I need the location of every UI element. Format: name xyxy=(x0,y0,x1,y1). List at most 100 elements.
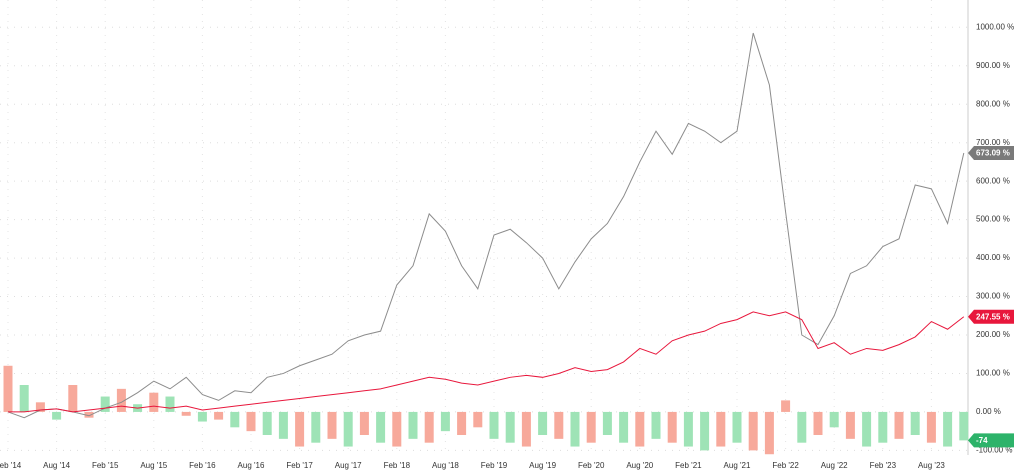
bar xyxy=(538,411,548,435)
y-tick-label: 500.00 % xyxy=(976,215,1010,224)
bar xyxy=(554,411,564,439)
bar xyxy=(408,411,418,439)
x-tick-label: Aug '23 xyxy=(918,461,945,470)
bar xyxy=(700,411,710,451)
value-flag xyxy=(968,146,1014,161)
bar xyxy=(52,411,62,420)
y-tick-label: 0.00 % xyxy=(976,407,1001,416)
y-tick-label: 800.00 % xyxy=(976,99,1010,108)
bar xyxy=(181,411,191,416)
bar xyxy=(230,411,240,428)
bar xyxy=(845,411,855,439)
y-tick-label: 700.00 % xyxy=(976,138,1010,147)
y-tick-label: 300.00 % xyxy=(976,292,1010,301)
bar xyxy=(959,411,969,441)
bar xyxy=(683,411,693,447)
bar xyxy=(748,411,758,451)
bar xyxy=(278,411,288,439)
value-label: 673.09 % xyxy=(976,149,1010,158)
bar xyxy=(619,411,629,443)
x-tick-label: Feb '21 xyxy=(675,461,702,470)
bar xyxy=(84,411,94,418)
bar xyxy=(894,411,904,439)
x-tick-label: Feb '15 xyxy=(92,461,119,470)
line xyxy=(8,311,965,413)
x-tick-label: Aug '22 xyxy=(821,461,848,470)
x-tick-label: Feb '16 xyxy=(189,461,216,470)
bar xyxy=(651,411,661,439)
bar xyxy=(716,411,726,447)
bar xyxy=(943,411,953,447)
bar xyxy=(214,411,224,420)
bar xyxy=(376,411,386,443)
bar xyxy=(246,411,256,432)
bar xyxy=(197,411,207,422)
value-label: -74 xyxy=(976,436,988,445)
line xyxy=(7,32,965,419)
bar xyxy=(781,400,791,412)
bar xyxy=(635,411,645,447)
bar xyxy=(878,411,888,443)
bar xyxy=(100,396,110,412)
y-tick-label: 600.00 % xyxy=(976,176,1010,185)
x-tick-label: Feb '23 xyxy=(870,461,897,470)
bar xyxy=(35,402,45,412)
bar xyxy=(311,411,321,443)
bar xyxy=(149,392,159,412)
bar xyxy=(68,385,78,412)
value-flag xyxy=(968,433,1014,448)
x-tick-label: Feb '22 xyxy=(772,461,799,470)
x-tick-label: Feb '20 xyxy=(578,461,605,470)
bar xyxy=(424,411,434,443)
x-tick-label: Aug '20 xyxy=(626,461,653,470)
bar xyxy=(862,411,872,447)
bar xyxy=(667,411,677,443)
x-tick-label: Aug '21 xyxy=(724,461,751,470)
bar xyxy=(116,388,126,412)
bar xyxy=(359,411,369,435)
x-tick-label: Aug '18 xyxy=(432,461,459,470)
x-tick-label: Aug '17 xyxy=(335,461,362,470)
x-tick-label: Feb '17 xyxy=(286,461,313,470)
bar xyxy=(3,365,13,412)
value-flag xyxy=(968,309,1014,324)
x-tick-label: Aug '19 xyxy=(529,461,556,470)
bar xyxy=(910,411,920,435)
bar xyxy=(457,411,467,435)
bar xyxy=(327,411,337,439)
x-tick-label: Aug '16 xyxy=(238,461,265,470)
bar xyxy=(343,411,353,447)
y-tick-label: 400.00 % xyxy=(976,253,1010,262)
value-label: 247.55 % xyxy=(976,312,1010,321)
y-tick-label: 100.00 % xyxy=(976,369,1010,378)
y-tick-label: 900.00 % xyxy=(976,61,1010,70)
y-tick-label: 200.00 % xyxy=(976,330,1010,339)
x-tick-label: Feb '19 xyxy=(481,461,508,470)
bar xyxy=(602,411,612,435)
bar xyxy=(570,411,580,447)
bar xyxy=(586,411,596,443)
bar xyxy=(732,411,742,443)
bar xyxy=(473,411,483,428)
bar xyxy=(392,411,402,447)
bar xyxy=(505,411,515,443)
bar xyxy=(262,411,272,435)
x-tick-label: Feb '14 xyxy=(0,461,22,470)
bar xyxy=(521,411,531,447)
bar xyxy=(829,411,839,428)
bar xyxy=(165,396,175,412)
y-tick-label: -100.00 % xyxy=(976,445,1012,454)
bar xyxy=(764,411,774,455)
bar xyxy=(295,411,305,447)
x-tick-label: Aug '15 xyxy=(140,461,167,470)
bar xyxy=(926,411,936,443)
bar xyxy=(797,411,807,443)
x-tick-label: Feb '18 xyxy=(384,461,411,470)
x-tick-label: Aug '14 xyxy=(43,461,70,470)
bar xyxy=(440,411,450,432)
y-tick-label: 1000.00 % xyxy=(976,22,1014,31)
bar xyxy=(19,385,29,412)
bar xyxy=(489,411,499,439)
bar xyxy=(813,411,823,435)
